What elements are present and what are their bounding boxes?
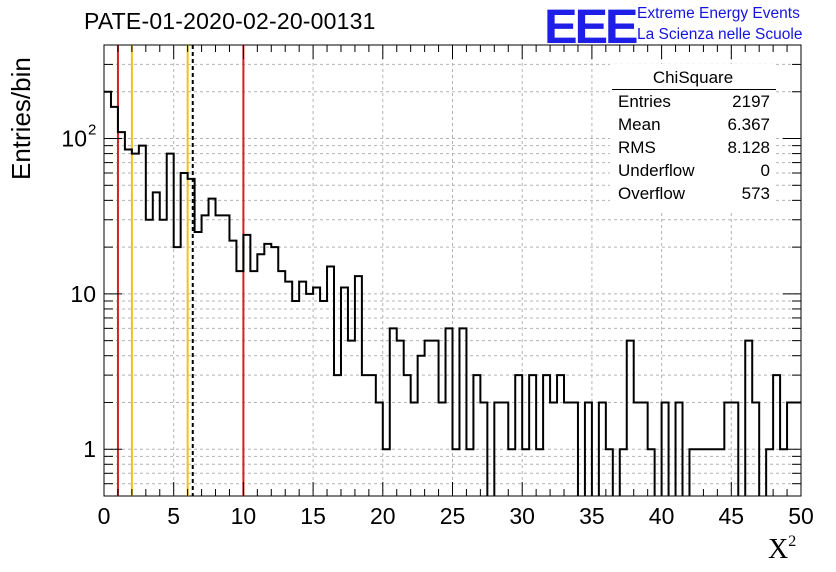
x-tick-label: 20	[370, 503, 396, 529]
x-tick-label: 35	[579, 503, 605, 529]
stat-value: 2197	[732, 92, 770, 111]
stat-row-mean: Mean 6.367	[618, 115, 770, 137]
stat-label: Underflow	[618, 161, 695, 180]
x-tick-labels: 0 5 10 15 20 25 30 35 40 45 50	[98, 503, 814, 529]
stat-row-overflow: Overflow 573	[618, 184, 770, 206]
x-tick-label: 10	[231, 503, 257, 529]
x-tick-label: 40	[649, 503, 675, 529]
stat-value: 6.367	[727, 115, 770, 134]
stat-row-entries: Entries 2197	[618, 92, 770, 114]
stat-value: 8.128	[727, 138, 770, 157]
stat-row-rms: RMS 8.128	[618, 138, 770, 160]
y-tick-label: 1	[83, 436, 96, 462]
stats-divider	[612, 89, 776, 90]
x-tick-label: 0	[98, 503, 111, 529]
stat-label: RMS	[618, 138, 656, 157]
stat-label: Overflow	[618, 184, 686, 203]
x-tick-label: 30	[509, 503, 535, 529]
y-tick-label: 10	[61, 126, 87, 152]
reference-lines	[116, 45, 245, 496]
x-tick-label: 45	[719, 503, 745, 529]
org-name: Extreme Energy Events	[637, 5, 800, 22]
stat-value: 573	[741, 184, 770, 203]
axis-ticks	[103, 45, 802, 496]
x-axis-label: X2	[768, 533, 796, 566]
stats-title: ChiSquare	[652, 68, 734, 87]
y-tick-label: 10	[70, 281, 96, 307]
x-tick-label: 25	[440, 503, 466, 529]
x-tick-label: 5	[167, 503, 180, 529]
stat-label: Entries	[618, 92, 671, 111]
histogram-outline	[104, 90, 801, 496]
x-axis-label-superscript: 2	[788, 533, 797, 550]
stat-value: 0	[760, 161, 770, 180]
stats-box: ChiSquare Entries 2197 Mean 6.367 RMS 8.…	[610, 64, 776, 212]
x-tick-label: 15	[300, 503, 326, 529]
stat-label: Mean	[618, 115, 661, 134]
stat-row-underflow: Underflow 0	[618, 161, 770, 183]
x-axis-label-base: X	[768, 534, 789, 565]
x-tick-label: 50	[788, 503, 814, 529]
org-subtitle: La Scienza nelle Scuole	[637, 26, 803, 43]
eee-logo: EEE	[544, 1, 639, 54]
y-axis-label: Entries/bin	[6, 57, 36, 180]
y-tick-label-exponent: 2	[88, 122, 96, 139]
chart-title: PATE-01-2020-02-20-00131	[84, 8, 376, 34]
